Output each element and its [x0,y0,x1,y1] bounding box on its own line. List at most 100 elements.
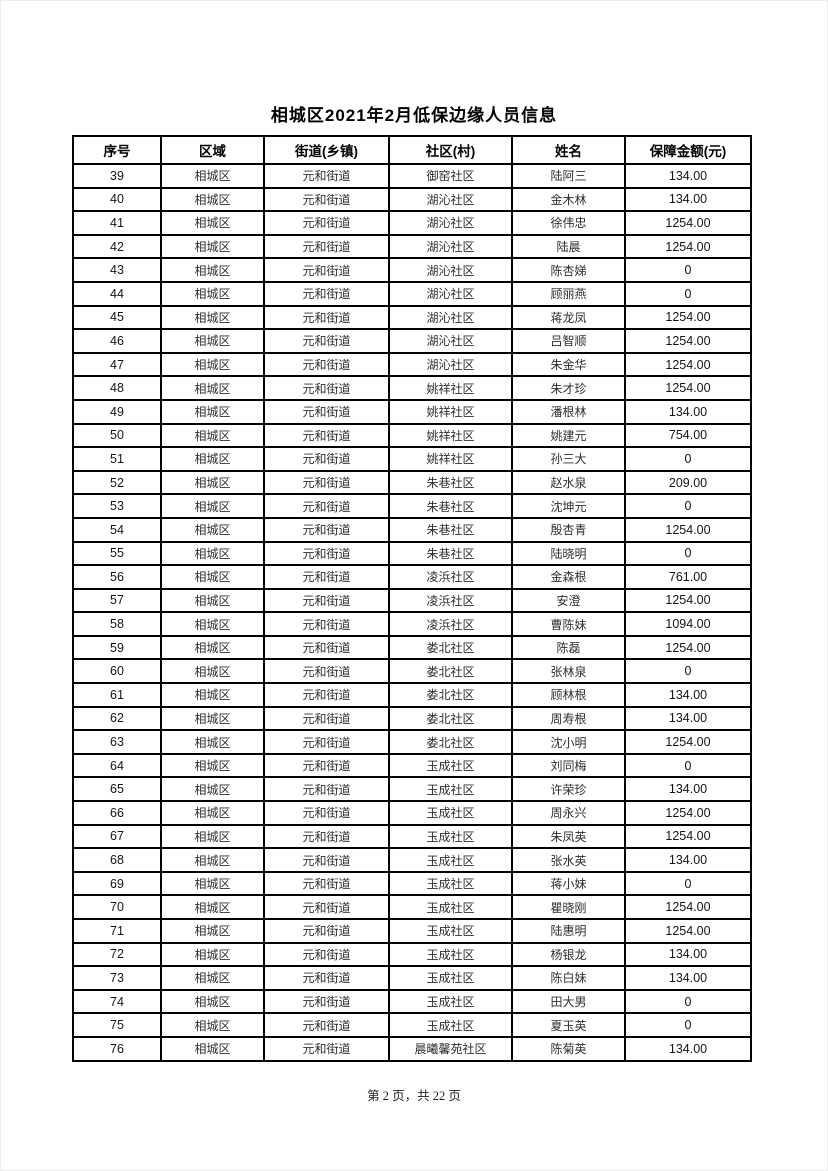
column-header: 序号 [72,135,162,165]
cell-serial: 55 [72,540,162,567]
cell-amount: 1254.00 [624,210,752,236]
cell-serial: 51 [72,446,162,472]
cell-amount: 1254.00 [624,516,752,543]
cell-region: 相城区 [160,776,265,803]
cell-region: 相城区 [160,1012,265,1038]
cell-name: 安澄 [511,587,626,614]
cell-serial: 69 [72,870,162,897]
table-row: 45 相城区 元和街道 湖沁社区 蒋龙凤 1254.00 [72,304,752,331]
cell-serial: 59 [72,634,162,661]
cell-street: 元和街道 [263,800,390,826]
cell-region: 相城区 [160,941,265,968]
cell-serial: 61 [72,682,162,708]
column-header: 街道(乡镇) [263,135,390,165]
cell-serial: 72 [72,941,162,968]
cell-name: 张林泉 [511,658,626,685]
cell-street: 元和街道 [263,1035,390,1062]
cell-amount: 1094.00 [624,611,752,637]
cell-street: 元和街道 [263,328,390,354]
cell-region: 相城区 [160,729,265,755]
table-row: 63 相城区 元和街道 娄北社区 沈小明 1254.00 [72,729,752,755]
cell-region: 相城区 [160,658,265,685]
cell-amount: 134.00 [624,705,752,732]
cell-name: 潘根林 [511,398,626,425]
cell-serial: 67 [72,823,162,850]
cell-amount: 134.00 [624,941,752,968]
cell-name: 陈菊英 [511,1035,626,1062]
table-row: 62 相城区 元和街道 娄北社区 周寿根 134.00 [72,705,752,732]
cell-street: 元和街道 [263,752,390,779]
cell-community: 玉成社区 [388,823,513,850]
cell-serial: 53 [72,493,162,519]
cell-name: 吕智顺 [511,328,626,354]
cell-street: 元和街道 [263,941,390,968]
table-row: 59 相城区 元和街道 娄北社区 陈磊 1254.00 [72,634,752,661]
table-row: 39 相城区 元和街道 御窑社区 陆阿三 134.00 [72,163,752,189]
cell-community: 玉成社区 [388,918,513,944]
cell-serial: 64 [72,752,162,779]
cell-amount: 1254.00 [624,587,752,614]
cell-street: 元和街道 [263,1012,390,1038]
table-row: 57 相城区 元和街道 凌浜社区 安澄 1254.00 [72,587,752,614]
cell-serial: 52 [72,469,162,496]
cell-street: 元和街道 [263,965,390,991]
cell-street: 元和街道 [263,469,390,496]
cell-region: 相城区 [160,540,265,567]
cell-community: 朱巷社区 [388,540,513,567]
cell-amount: 134.00 [624,965,752,991]
cell-street: 元和街道 [263,163,390,189]
cell-street: 元和街道 [263,634,390,661]
cell-region: 相城区 [160,493,265,519]
table-row: 72 相城区 元和街道 玉成社区 杨银龙 134.00 [72,941,752,968]
cell-serial: 74 [72,988,162,1015]
cell-community: 姚祥社区 [388,446,513,472]
cell-community: 湖沁社区 [388,257,513,283]
cell-street: 元和街道 [263,658,390,685]
cell-community: 玉成社区 [388,941,513,968]
cell-amount: 134.00 [624,1035,752,1062]
cell-community: 娄北社区 [388,729,513,755]
cell-community: 姚祥社区 [388,398,513,425]
cell-amount: 0 [624,870,752,897]
cell-street: 元和街道 [263,988,390,1015]
cell-region: 相城区 [160,186,265,213]
table-row: 60 相城区 元和街道 娄北社区 张林泉 0 [72,658,752,685]
cell-amount: 1254.00 [624,233,752,260]
cell-serial: 41 [72,210,162,236]
cell-region: 相城区 [160,422,265,449]
table-row: 46 相城区 元和街道 湖沁社区 吕智顺 1254.00 [72,328,752,354]
table-body: 39 相城区 元和街道 御窑社区 陆阿三 134.00 40 相城区 元和街道 湖沁社区 金木林 13… [72,163,752,1062]
cell-amount: 761.00 [624,564,752,590]
cell-amount: 0 [624,1012,752,1038]
cell-amount: 754.00 [624,422,752,449]
table-row: 40 相城区 元和街道 湖沁社区 金木林 134.00 [72,186,752,213]
cell-amount: 0 [624,493,752,519]
cell-name: 蒋小妹 [511,870,626,897]
cell-street: 元和街道 [263,280,390,307]
cell-serial: 70 [72,894,162,920]
cell-community: 湖沁社区 [388,186,513,213]
table-row: 43 相城区 元和街道 湖沁社区 陈杏娣 0 [72,257,752,283]
cell-community: 姚祥社区 [388,375,513,401]
cell-region: 相城区 [160,752,265,779]
cell-serial: 73 [72,965,162,991]
cell-street: 元和街道 [263,847,390,873]
cell-amount: 134.00 [624,847,752,873]
cell-community: 娄北社区 [388,658,513,685]
cell-region: 相城区 [160,469,265,496]
cell-serial: 48 [72,375,162,401]
cell-street: 元和街道 [263,398,390,425]
table-row: 51 相城区 元和街道 姚祥社区 孙三大 0 [72,446,752,472]
cell-region: 相城区 [160,516,265,543]
table-row: 69 相城区 元和街道 玉成社区 蒋小妹 0 [72,870,752,897]
cell-community: 娄北社区 [388,705,513,732]
cell-region: 相城区 [160,210,265,236]
cell-region: 相城区 [160,705,265,732]
table-row: 76 相城区 元和街道 晨曦馨苑社区 陈菊英 134.00 [72,1035,752,1062]
table-row: 41 相城区 元和街道 湖沁社区 徐伟忠 1254.00 [72,210,752,236]
cell-region: 相城区 [160,446,265,472]
cell-street: 元和街道 [263,587,390,614]
cell-community: 晨曦馨苑社区 [388,1035,513,1062]
cell-amount: 0 [624,446,752,472]
page-footer: 第 2 页，共 22 页 [367,1089,461,1103]
